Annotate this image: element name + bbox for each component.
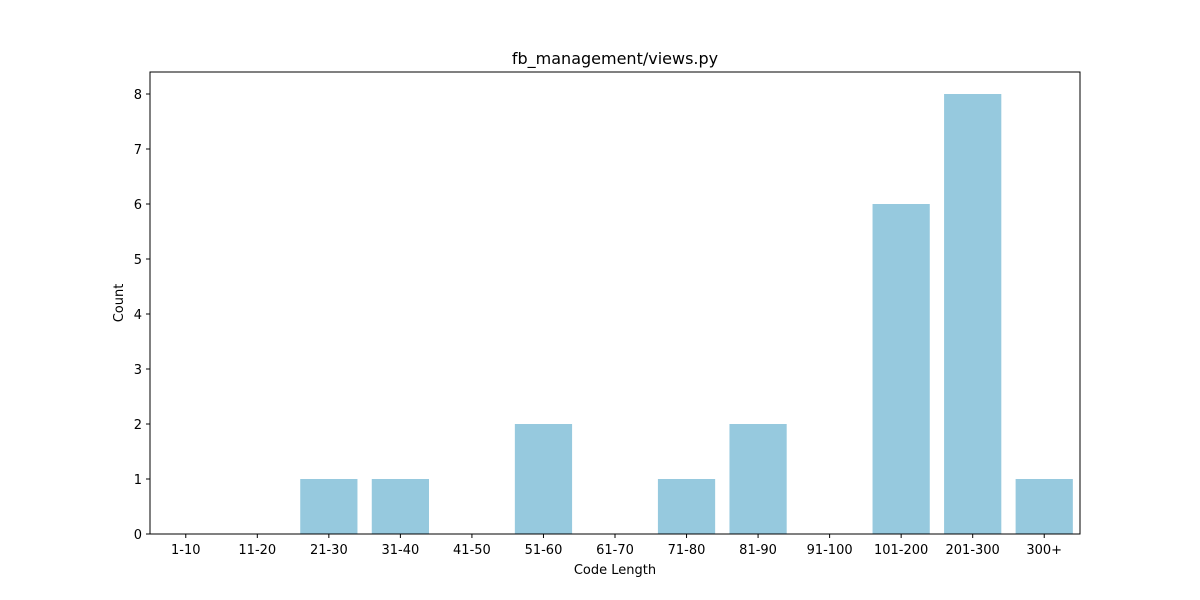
x-tick-label: 300+ [1026,543,1062,558]
y-tick-label: 5 [134,253,142,268]
bar-101-200 [872,204,930,534]
x-axis-ticks: 1-10 11-20 21-30 31-40 41-50 51-60 61-70 71-80 8… [171,534,1062,558]
bar-81-90 [729,424,787,534]
x-tick-label: 11-20 [238,543,276,558]
y-tick-label: 1 [134,473,142,488]
bar-71-80 [657,479,716,534]
bars-group [300,94,1073,534]
y-tick-label: 2 [134,418,142,433]
y-tick-label: 8 [134,88,142,103]
x-tick-label: 61-70 [596,543,634,558]
y-tick-label: 4 [134,308,142,323]
y-axis-ticks: 0 1 2 3 4 5 6 7 8 [134,88,150,543]
plot-frame [149,71,1081,535]
x-tick-label: 201-300 [946,543,1000,558]
bar-21-30 [300,479,358,534]
bar-201-300 [944,94,1002,534]
x-tick-label: 41-50 [453,543,491,558]
y-tick-label: 7 [134,143,142,158]
x-tick-label: 1-10 [171,543,201,558]
x-tick-label: 21-30 [310,543,348,558]
y-tick-label: 3 [134,363,142,378]
y-tick-label: 0 [134,528,142,543]
x-tick-label: 91-100 [807,543,853,558]
x-tick-label: 81-90 [739,543,777,558]
bar-51-60 [514,424,573,534]
x-tick-label: 31-40 [381,543,419,558]
x-tick-label: 101-200 [874,543,928,558]
x-tick-label: 71-80 [668,543,706,558]
chart-title: fb_management/views.py [512,49,718,69]
y-tick-label: 6 [134,198,142,213]
bar-300+ [1015,479,1073,534]
y-axis-label: Count [112,284,127,323]
x-axis-label: Code Length [574,563,656,578]
bar-31-40 [371,479,429,534]
x-tick-label: 51-60 [525,543,563,558]
